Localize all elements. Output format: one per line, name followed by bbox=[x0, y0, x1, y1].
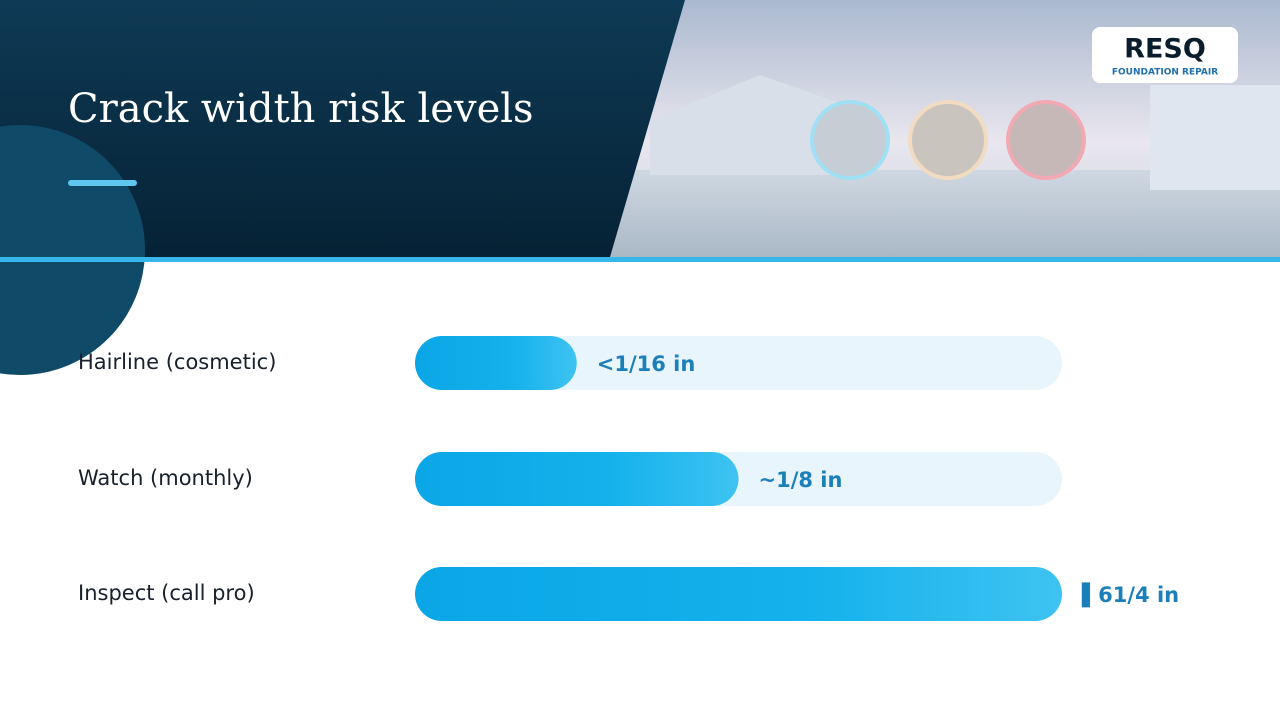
bar-track bbox=[415, 336, 1062, 390]
title-accent bbox=[68, 180, 137, 186]
decor-circle bbox=[0, 125, 145, 375]
logo-name: RESQ bbox=[1124, 34, 1206, 65]
bar bbox=[415, 567, 1062, 621]
header-rule bbox=[0, 257, 1280, 262]
house-right bbox=[1150, 85, 1280, 190]
header-panel bbox=[0, 0, 685, 257]
category-label: Watch (monthly) bbox=[78, 466, 253, 490]
bar-chart: Hairline (cosmetic) <1/16 in Watch (monthl… bbox=[78, 336, 1179, 621]
crack-lens bbox=[908, 100, 988, 180]
chart-title: Crack width risk levels bbox=[68, 86, 534, 132]
crack-lens bbox=[1006, 100, 1086, 180]
category-label: Inspect (call pro) bbox=[78, 581, 255, 605]
category-label: Hairline (cosmetic) bbox=[78, 350, 276, 374]
bar bbox=[415, 452, 739, 506]
value-label: ~1/8 in bbox=[759, 468, 843, 492]
logo-box bbox=[1092, 27, 1238, 83]
value-label: ▌61/4 in bbox=[1081, 582, 1179, 608]
crack-lens bbox=[810, 100, 890, 180]
value-label: <1/16 in bbox=[597, 352, 696, 376]
house bbox=[650, 75, 860, 175]
logo-tagline: FOUNDATION REPAIR bbox=[1112, 68, 1218, 78]
bar bbox=[415, 336, 577, 390]
